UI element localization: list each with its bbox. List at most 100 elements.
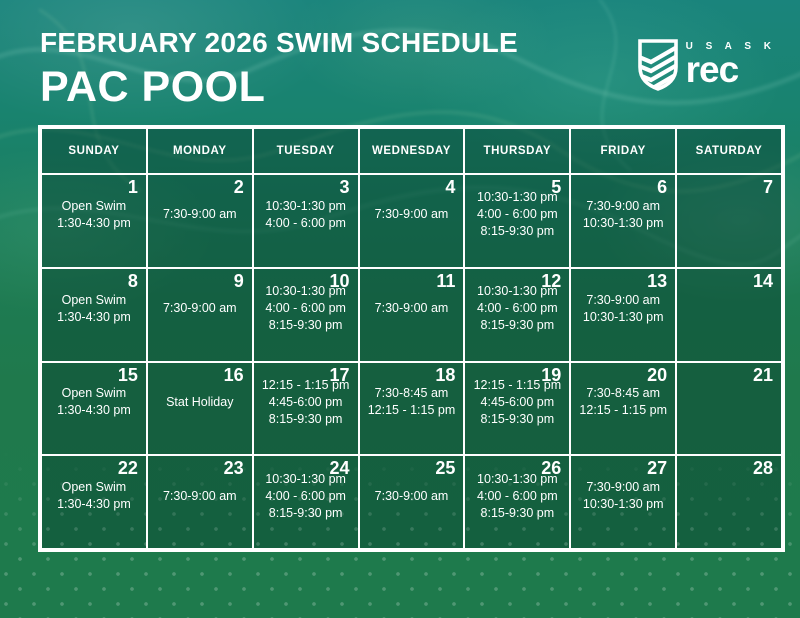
header: FEBRUARY 2026 SWIM SCHEDULE PAC POOL [40, 27, 518, 112]
day-schedule: 10:30-1:30 pm 4:00 - 6:00 pm 8:15-9:30 pm [254, 456, 358, 548]
schedule-line: 12:15 - 1:15 pm [579, 403, 667, 418]
calendar-day-cell-7: 7 [676, 174, 782, 268]
calendar-day-cell-19: 19 12:15 - 1:15 pm 4:45-6:00 pm 8:15-9:30 p… [464, 361, 571, 456]
calendar-day-cell-16: 16 Stat Holiday [146, 361, 253, 456]
calendar-day-cell-6: 6 7:30-9:00 am 10:30-1:30 pm [570, 174, 677, 268]
logo-brand-text: rec [685, 49, 740, 90]
schedule-calendar: SUNDAY MONDAY TUESDAY WEDNESDAY THURSDAY FRID… [38, 125, 785, 552]
schedule-line: 12:15 - 1:15 pm [261, 377, 350, 392]
day-schedule: Open Swim 1:30-4:30 pm [42, 269, 146, 361]
calendar-day-cell-26: 26 10:30-1:30 pm 4:00 - 6:00 pm 8:15-9:30 p… [464, 455, 571, 549]
schedule-line: 8:15-9:30 pm [268, 411, 343, 426]
schedule-line: 10:30-1:30 pm [265, 471, 346, 486]
day-number: 20 [647, 364, 668, 385]
calendar-day-cell-27: 27 7:30-9:00 am 10:30-1:30 pm [570, 455, 677, 549]
schedule-line: 7:30-9:00 am [162, 207, 237, 222]
day-number: 16 [223, 364, 244, 385]
pool-name: PAC POOL [40, 63, 266, 111]
schedule-line: 10:30-1:30 pm [477, 471, 558, 486]
schedule-line: 4:00 - 6:00 pm [477, 301, 558, 316]
day-schedule: 12:15 - 1:15 pm 4:45-6:00 pm 8:15-9:30 pm [254, 363, 358, 455]
schedule-line: 10:30-1:30 pm [265, 198, 346, 213]
schedule-line: 10:30-1:30 pm [265, 284, 346, 299]
day-number: 14 [752, 270, 773, 291]
calendar-day-cell-11: 11 7:30-9:00 am [358, 267, 465, 362]
schedule-line: 8:15-9:30 pm [480, 318, 555, 333]
schedule-line: 12:15 - 1:15 pm [473, 377, 562, 392]
weekday-header-friday: FRIDAY [570, 128, 677, 174]
day-schedule: 12:15 - 1:15 pm 4:45-6:00 pm 8:15-9:30 pm [465, 363, 569, 455]
schedule-line: Open Swim [61, 480, 127, 495]
day-schedule: 7:30-9:00 am [360, 269, 464, 361]
schedule-line: 7:30-9:00 am [374, 488, 449, 503]
schedule-line: 4:00 - 6:00 pm [477, 488, 558, 503]
schedule-line: 10:30-1:30 pm [477, 284, 558, 299]
page-title: FEBRUARY 2026 SWIM SCHEDULE [40, 27, 518, 58]
calendar-day-cell-21: 21 [676, 361, 782, 456]
day-number: 5 [551, 177, 562, 197]
day-number: 18 [435, 364, 456, 385]
calendar-day-cell-3: 3 10:30-1:30 pm 4:00 - 6:00 pm [252, 174, 359, 268]
day-number: 26 [541, 458, 562, 479]
day-number: 6 [657, 177, 668, 197]
day-number: 25 [435, 458, 456, 479]
day-number: 17 [329, 364, 350, 385]
calendar-day-cell-13: 13 7:30-9:00 am 10:30-1:30 pm [570, 267, 677, 362]
schedule-line: Open Swim [61, 386, 127, 401]
schedule-line: Open Swim [61, 292, 127, 307]
day-number: 28 [752, 458, 773, 479]
calendar-day-cell-2: 2 7:30-9:00 am [146, 174, 253, 268]
schedule-line: 10:30-1:30 pm [582, 309, 664, 324]
weekday-header-monday: MONDAY [146, 128, 253, 174]
schedule-line: 4:00 - 6:00 pm [265, 215, 346, 230]
weekday-header-tuesday: TUESDAY [252, 128, 359, 174]
day-number: 19 [541, 364, 562, 385]
schedule-line: 7:30-8:45 am [374, 386, 449, 401]
day-number: 22 [117, 458, 138, 479]
calendar-day-cell-9: 9 7:30-9:00 am [146, 267, 253, 362]
schedule-line: 7:30-9:00 am [162, 488, 237, 503]
calendar-day-cell-15: 15 Open Swim 1:30-4:30 pm [41, 361, 147, 456]
usask-rec-logo: U S A S K rec [637, 38, 776, 91]
day-schedule: 7:30-9:00 am [148, 269, 252, 361]
schedule-line: 7:30-9:00 am [374, 207, 449, 222]
schedule-line: 4:00 - 6:00 pm [265, 301, 346, 316]
day-number: 13 [647, 270, 668, 291]
day-number: 11 [436, 270, 456, 291]
schedule-line: 12:15 - 1:15 pm [367, 403, 456, 418]
calendar-day-cell-12: 12 10:30-1:30 pm 4:00 - 6:00 pm 8:15-9:30 p… [464, 267, 571, 362]
schedule-line: 8:15-9:30 pm [480, 411, 555, 426]
schedule-line: 7:30-8:45 am [586, 386, 661, 401]
schedule-line: 8:15-9:30 pm [268, 505, 343, 520]
schedule-line: 8:15-9:30 pm [268, 318, 343, 333]
weekday-header-wednesday: WEDNESDAY [358, 128, 465, 174]
schedule-line: 8:15-9:30 pm [480, 505, 555, 520]
day-schedule: 7:30-8:45 am 12:15 - 1:15 pm [360, 363, 464, 455]
day-number: 9 [233, 270, 244, 291]
calendar-day-cell-4: 4 7:30-9:00 am [358, 174, 465, 268]
calendar-day-cell-20: 20 7:30-8:45 am 12:15 - 1:15 pm [570, 361, 677, 456]
calendar-day-cell-23: 23 7:30-9:00 am [146, 455, 253, 549]
schedule-line: Open Swim [61, 198, 127, 213]
schedule-line: 7:30-9:00 am [586, 198, 661, 213]
calendar-day-cell-18: 18 7:30-8:45 am 12:15 - 1:15 pm [358, 361, 465, 456]
schedule-line: 7:30-9:00 am [162, 301, 237, 316]
day-schedule: 10:30-1:30 pm 4:00 - 6:00 pm 8:15-9:30 pm [465, 269, 569, 361]
calendar-day-cell-8: 8 Open Swim 1:30-4:30 pm [41, 267, 147, 362]
day-schedule: 7:30-9:00 am 10:30-1:30 pm [571, 269, 675, 361]
weekday-header-sunday: SUNDAY [41, 128, 147, 174]
day-number: 4 [445, 177, 456, 197]
calendar-day-cell-22: 22 Open Swim 1:30-4:30 pm [41, 455, 147, 549]
day-schedule: Open Swim 1:30-4:30 pm [42, 363, 146, 455]
day-schedule: 7:30-9:00 am [148, 456, 252, 548]
schedule-line: 10:30-1:30 pm [477, 190, 558, 205]
calendar-day-cell-10: 10 10:30-1:30 pm 4:00 - 6:00 pm 8:15-9:30 p… [252, 267, 359, 362]
usask-shield-icon [637, 39, 678, 91]
schedule-line: 4:45-6:00 pm [268, 394, 343, 409]
calendar-day-cell-1: 1 Open Swim 1:30-4:30 pm [41, 174, 147, 268]
schedule-line: 1:30-4:30 pm [57, 497, 131, 512]
day-schedule: 7:30-9:00 am 10:30-1:30 pm [571, 456, 675, 548]
day-number: 12 [541, 270, 562, 291]
day-number: 15 [117, 364, 138, 385]
day-schedule: 7:30-8:45 am 12:15 - 1:15 pm [571, 363, 675, 455]
